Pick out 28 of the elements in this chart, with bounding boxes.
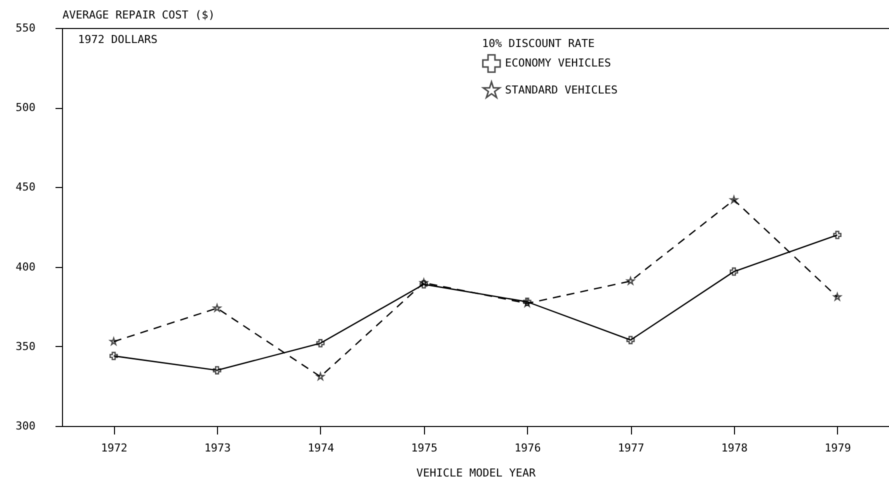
y-tick-label: 550: [16, 22, 36, 34]
x-tick-label: 1973: [204, 442, 231, 454]
x-tick-label: 1974: [308, 442, 335, 454]
x-axis-title: VEHICLE MODEL YEAR: [416, 466, 536, 480]
y-tick-label: 300: [16, 420, 36, 432]
y-tick-label: 450: [16, 180, 36, 194]
legend-label: STANDARD VEHICLES: [505, 84, 618, 96]
point: [833, 292, 842, 301]
legend-label: ECONOMY VEHICLES: [505, 56, 611, 70]
point: [626, 336, 635, 344]
x-tick-label: 1976: [514, 442, 541, 454]
x-tick-label: 1979: [824, 442, 852, 454]
x-tick-label: 1972: [100, 442, 128, 454]
y-tick-label: 500: [16, 101, 36, 114]
annotation: 1972 DOLLARS: [78, 33, 158, 46]
y-tick-label: 400: [16, 260, 36, 274]
x-tick-label: 1975: [411, 442, 438, 454]
y-axis-title: AVERAGE REPAIR COST ($): [62, 8, 215, 22]
point: [730, 267, 738, 276]
point: [420, 280, 428, 288]
legend-title: 10% DISCOUNT RATE: [482, 37, 595, 50]
y-tick-label: 350: [16, 340, 36, 353]
point: [316, 339, 325, 348]
point: [833, 230, 842, 240]
point: [212, 366, 222, 374]
x-tick-label: 1978: [721, 442, 748, 454]
x-tick-label: 1977: [618, 442, 644, 454]
point: [110, 352, 118, 360]
